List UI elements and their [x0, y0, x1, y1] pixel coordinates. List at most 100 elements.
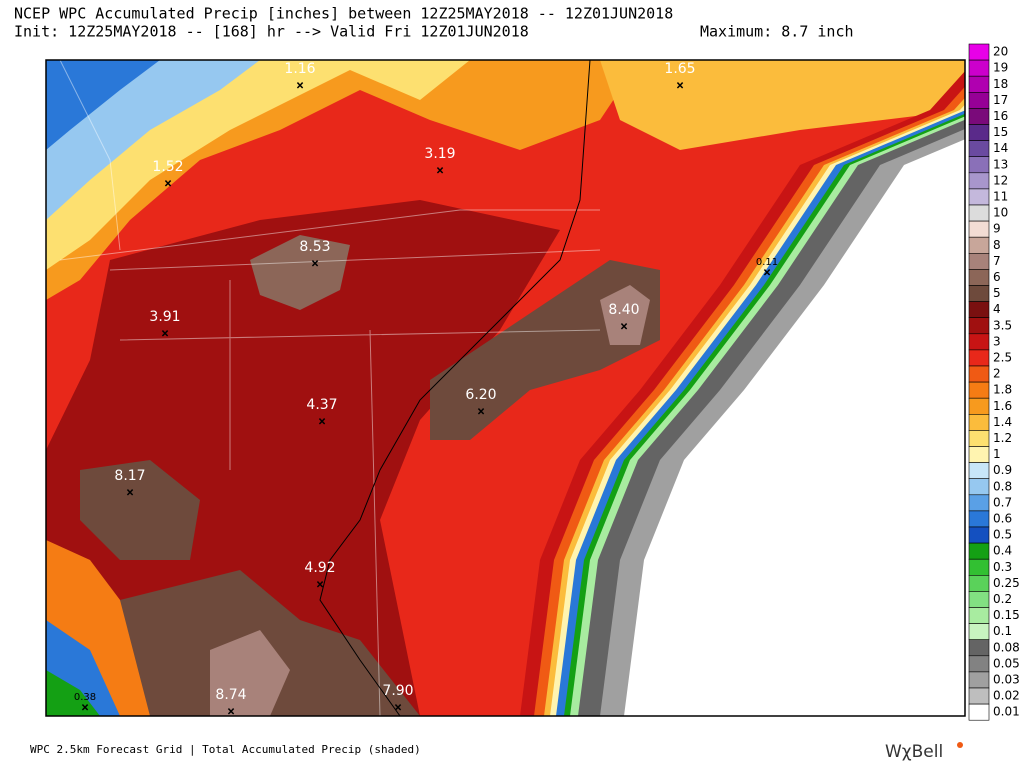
legend-label: 0.5	[993, 528, 1012, 542]
legend-label: 0.4	[993, 544, 1012, 558]
legend-label: 0.2	[993, 592, 1012, 606]
legend-label: 1.4	[993, 415, 1012, 429]
legend-swatch	[968, 204, 990, 222]
legend-label: 0.02	[993, 689, 1020, 703]
legend-label: 0.1	[993, 624, 1012, 638]
point-label: 8.53	[299, 239, 330, 255]
legend-swatch	[968, 397, 990, 415]
legend-label: 12	[993, 173, 1008, 187]
legend-label: 1	[993, 447, 1001, 461]
point-label: 6.20	[465, 387, 496, 403]
legend-swatch	[968, 591, 990, 608]
legend-swatch	[968, 108, 990, 125]
legend-swatch	[968, 703, 990, 721]
point-marker: ×	[161, 327, 169, 342]
legend-label: 2.5	[993, 350, 1012, 364]
legend-label: 3.5	[993, 318, 1012, 332]
colorbar: 20 19 18 17 16 15 14 13 12 11 10 9 8 7 6 5 4 3.5 3 2.5 2 1.8 1…	[968, 43, 1020, 721]
point-marker: ×	[763, 266, 771, 281]
legend-label: 13	[993, 157, 1008, 171]
legend-label: 0.03	[993, 672, 1020, 686]
legend-swatch	[968, 413, 990, 431]
legend-label: 5	[993, 286, 1001, 300]
legend-swatch	[968, 75, 990, 93]
legend-swatch	[968, 269, 990, 286]
legend-swatch	[968, 687, 990, 705]
legend-swatch	[968, 349, 990, 367]
legend-swatch	[968, 285, 990, 302]
legend-swatch	[968, 92, 990, 109]
borders	[59, 60, 601, 716]
mountain-brown	[250, 235, 350, 310]
point-label: 8.17	[114, 468, 145, 484]
legend-label: 1.8	[993, 383, 1012, 397]
legend-swatch	[968, 510, 990, 528]
ocean-band	[624, 139, 965, 716]
legend-label: 17	[993, 93, 1008, 107]
legend-swatch	[968, 140, 990, 158]
legend-swatch	[968, 59, 990, 77]
legend-label: 7	[993, 254, 1001, 268]
sw-green	[46, 670, 100, 716]
point-label: 4.92	[304, 560, 335, 576]
legend-label: 18	[993, 77, 1008, 91]
legend-label: 0.08	[993, 640, 1020, 654]
legend-label: 14	[993, 141, 1008, 155]
legend-label: 2	[993, 367, 1001, 381]
legend-swatch	[968, 462, 990, 480]
point-label: 1.65	[664, 61, 695, 77]
legend-label: 9	[993, 222, 1001, 236]
point-label: 0.11	[756, 257, 778, 268]
band-deepblue	[46, 60, 160, 150]
gulf-light	[210, 630, 290, 716]
legend-swatch	[968, 478, 990, 496]
legend-label: 10	[993, 206, 1008, 220]
legend-swatch	[968, 494, 990, 512]
point-marker: ×	[311, 257, 319, 272]
point-label: 4.37	[306, 397, 337, 413]
legend-swatch	[968, 172, 990, 190]
legend-label: 11	[993, 189, 1008, 203]
point-marker: ×	[676, 79, 684, 94]
point-marker: ×	[81, 701, 89, 716]
legend-swatch	[968, 655, 990, 673]
legend-swatch	[968, 365, 990, 383]
legend-swatch	[968, 43, 990, 61]
legend-swatch	[968, 188, 990, 206]
legend-label: 3	[993, 334, 1001, 348]
ne-orange	[600, 60, 965, 150]
point-marker: ×	[227, 705, 235, 720]
legend-label: 0.05	[993, 656, 1020, 670]
gulf-brown-2	[120, 570, 420, 716]
point-marker: ×	[318, 415, 326, 430]
legend-label: 0.01	[993, 705, 1020, 719]
legend-swatch	[968, 639, 990, 657]
point-label: 7.90	[382, 683, 413, 699]
legend-label: 4	[993, 302, 1001, 316]
maximum: Maximum: 8.7 inch	[700, 23, 854, 41]
point-marker: ×	[164, 177, 172, 192]
legend-swatch	[968, 317, 990, 335]
legend-swatch	[968, 574, 990, 592]
legend-label: 20	[993, 45, 1008, 59]
point-marker: ×	[436, 164, 444, 179]
legend-swatch	[968, 124, 990, 141]
logo: WχBell	[885, 742, 943, 762]
legend-label: 19	[993, 61, 1008, 75]
legend-label: 0.3	[993, 560, 1012, 574]
legend-label: 0.6	[993, 511, 1012, 525]
point-marker: ×	[296, 79, 304, 94]
subtitle: Init: 12Z25MAY2018 -- [168] hr --> Valid…	[14, 23, 529, 41]
point-label: 8.74	[215, 687, 246, 703]
point-label: 3.19	[424, 146, 455, 162]
point-label: 1.16	[284, 61, 315, 77]
gulf-brown-1	[80, 460, 200, 560]
ocean-bands	[520, 71, 965, 716]
legend-label: 16	[993, 109, 1008, 123]
legend-label: 8	[993, 238, 1001, 252]
point-label: 8.40	[608, 302, 639, 318]
point-label: 0.38	[74, 692, 96, 703]
legend-swatch	[968, 236, 990, 254]
point-label: 1.52	[152, 159, 183, 175]
